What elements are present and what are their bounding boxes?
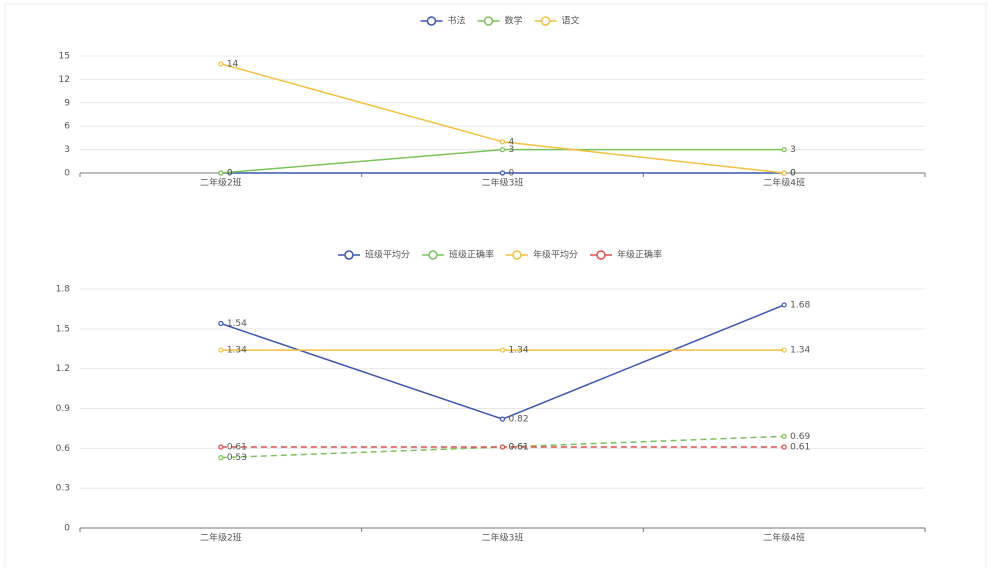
data-label: 14	[227, 59, 239, 69]
x-tick-label: 二年级2班	[200, 532, 242, 544]
data-label: 0	[790, 169, 796, 179]
legend-item: 数学	[477, 15, 523, 27]
x-tick-label: 二年级3班	[482, 177, 524, 189]
y-tick-label: 0	[64, 169, 70, 179]
data-label: 4	[509, 137, 515, 147]
y-tick-label: 0.6	[56, 444, 71, 454]
x-tick-label: 二年级4班	[763, 177, 805, 189]
data-label: 0.82	[509, 415, 529, 425]
data-label: 0	[227, 169, 233, 179]
data-point	[218, 455, 224, 461]
legend-label: 语文	[562, 15, 580, 27]
data-label: 0	[509, 169, 515, 179]
y-tick-label: 6	[64, 122, 70, 132]
data-label: 0.53	[227, 453, 247, 463]
data-label: 1.34	[790, 346, 810, 356]
data-label: 1.34	[227, 346, 247, 356]
y-tick-label: 15	[59, 52, 70, 62]
data-label: 1.68	[790, 300, 810, 310]
legend-item: 年级平均分	[506, 249, 578, 261]
legend-label: 年级平均分	[533, 249, 578, 261]
data-label: 3	[790, 145, 796, 155]
legend-label: 数学	[504, 15, 522, 27]
legend-marker	[512, 250, 522, 260]
legend: 书法 数学 语文	[420, 15, 580, 27]
legend-item: 年级正确率	[590, 249, 662, 261]
legend-label: 书法	[447, 15, 465, 27]
data-point	[499, 139, 506, 145]
card	[4, 3, 987, 571]
x-tick-label: 二年级4班	[763, 532, 805, 544]
data-point	[499, 147, 506, 153]
data-point	[218, 347, 224, 353]
y-tick-label: 1.2	[56, 364, 70, 374]
data-point	[218, 444, 224, 450]
data-point	[218, 61, 224, 67]
y-tick-label: 12	[59, 75, 70, 85]
data-point	[781, 433, 787, 439]
legend: 班级平均分 班级正确率 年级平均分 年级正确率	[337, 249, 662, 261]
legend-marker	[540, 16, 551, 26]
legend-marker	[428, 250, 438, 260]
y-tick-label: 3	[64, 145, 70, 155]
data-point	[781, 170, 787, 176]
data-label: 3	[509, 145, 515, 155]
y-tick-label: 0.3	[56, 484, 70, 494]
data-label: 1.34	[509, 346, 529, 356]
legend-item: 班级平均分	[337, 249, 410, 261]
data-point	[499, 170, 506, 176]
data-point	[781, 444, 787, 450]
y-tick-label: 1.8	[56, 285, 71, 295]
data-label: 0	[790, 169, 796, 179]
data-point	[499, 416, 506, 422]
data-point	[218, 170, 224, 176]
legend-item: 班级正确率	[421, 249, 494, 261]
data-label: 0	[227, 169, 233, 179]
legend-item: 书法	[420, 15, 465, 27]
y-tick-label: 1.5	[56, 324, 70, 334]
y-tick-label: 0.9	[56, 404, 71, 414]
legend-marker	[344, 250, 354, 260]
data-point	[499, 444, 506, 450]
x-tick-label: 二年级3班	[482, 532, 524, 544]
data-label: 0.61	[509, 443, 529, 453]
data-label: 0.61	[790, 443, 810, 453]
data-point	[781, 302, 787, 308]
legend-label: 年级正确率	[617, 249, 662, 261]
data-point	[218, 320, 224, 327]
legend-label: 班级正确率	[449, 249, 494, 261]
data-label: 0.61	[227, 443, 247, 453]
y-tick-label: 9	[64, 98, 70, 108]
data-point	[781, 147, 787, 153]
legend-marker	[596, 250, 606, 260]
legend-item: 语文	[534, 15, 580, 27]
legend-marker	[426, 16, 437, 26]
data-label: 0.69	[790, 432, 810, 442]
data-point	[499, 347, 506, 353]
y-tick-label: 0	[64, 524, 70, 534]
x-tick-label: 二年级2班	[200, 177, 242, 189]
data-point	[781, 347, 787, 353]
legend-marker	[483, 16, 494, 26]
data-label: 0.61	[509, 443, 529, 453]
legend-label: 班级平均分	[365, 249, 410, 261]
data-label: 1.54	[227, 319, 247, 329]
